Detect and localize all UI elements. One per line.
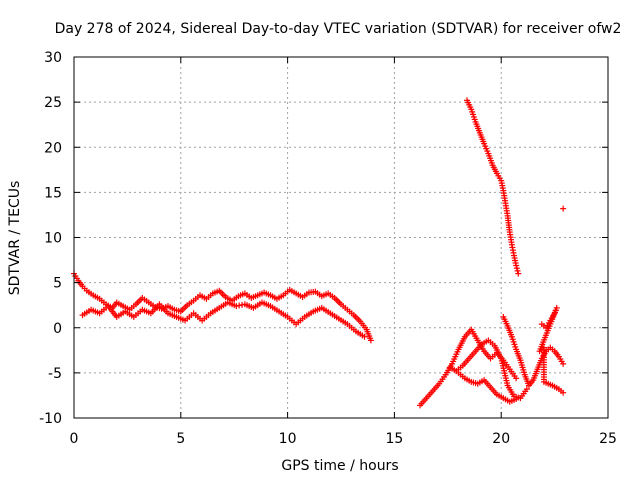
data-point: [560, 360, 567, 367]
data-point: [513, 375, 520, 382]
y-tick-label: 30: [44, 50, 62, 66]
y-tick-label: 20: [44, 140, 62, 156]
x-tick-label: 20: [492, 431, 510, 447]
data-point: [523, 386, 530, 393]
y-tick-label: 25: [44, 95, 62, 111]
data-point-trail: [236, 302, 243, 309]
data-point: [515, 270, 522, 277]
data-points: [71, 97, 567, 409]
y-tick-label: 5: [53, 276, 62, 292]
x-tick-label: 5: [176, 431, 185, 447]
data-point: [361, 333, 368, 340]
data-point: [560, 205, 567, 212]
y-tick-label: -5: [48, 366, 62, 382]
y-tick-label: -10: [39, 411, 62, 427]
x-tick-label: 25: [599, 431, 617, 447]
y-tick-label: 15: [44, 185, 62, 201]
grid-lines: [74, 57, 608, 418]
data-point-trail: [513, 265, 520, 272]
data-point: [233, 303, 240, 310]
x-tick-label: 10: [279, 431, 297, 447]
x-tick-label: 15: [385, 431, 403, 447]
y-axis-label: SDTVAR / TECUs: [7, 181, 23, 296]
chart-title: Day 278 of 2024, Sidereal Day-to-day VTE…: [55, 21, 622, 37]
x-tick-label: 0: [70, 431, 79, 447]
data-point: [367, 337, 374, 344]
x-axis-tick-labels: 0 5 10 15 20 25: [70, 431, 617, 447]
y-tick-label: 0: [53, 321, 62, 337]
data-point: [513, 396, 520, 403]
y-axis-tick-labels: -10 -5 0 5 10 15 20 25 30: [39, 50, 62, 427]
y-tick-label: 10: [44, 231, 62, 247]
x-axis-label: GPS time / hours: [281, 458, 398, 474]
data-point-trail: [514, 267, 521, 274]
data-point: [560, 389, 567, 396]
data-point: [513, 262, 520, 269]
axis-ticks: [73, 56, 609, 419]
